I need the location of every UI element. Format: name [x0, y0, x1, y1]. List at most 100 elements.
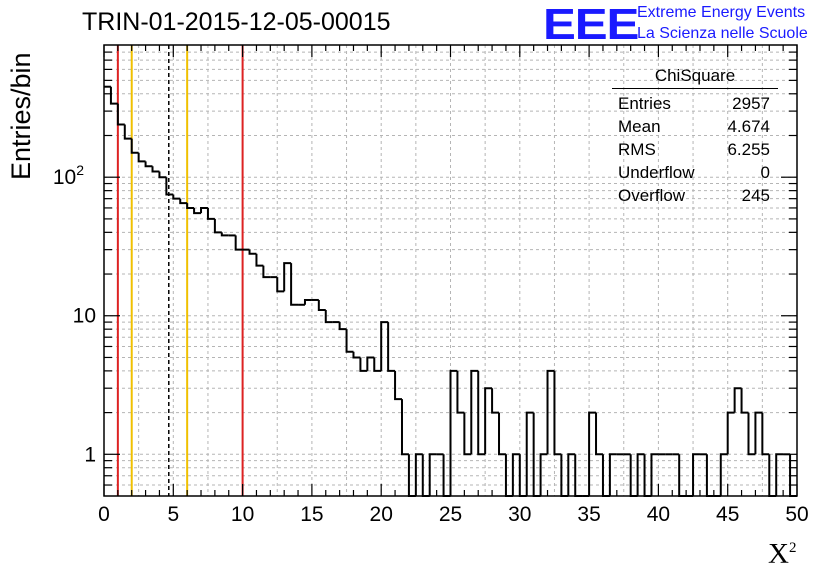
- histogram-bin: [553, 370, 562, 456]
- histogram-bin: [290, 263, 299, 306]
- histogram-bin: [303, 298, 312, 305]
- x-axis-label: Χ2: [768, 538, 796, 571]
- x-tick-label: 15: [300, 503, 323, 526]
- histogram-bin: [400, 399, 409, 456]
- histogram-bin: [186, 203, 195, 209]
- histogram-bin: [414, 453, 423, 496]
- x-tick-label: 5: [167, 503, 179, 526]
- stats-row-rms: RMS 6.255: [612, 138, 778, 161]
- histogram-bin: [726, 411, 735, 455]
- histogram-bin: [123, 124, 132, 140]
- histogram-bin: [477, 370, 486, 456]
- stats-title: ChiSquare: [612, 66, 778, 89]
- y-tick-label: 1: [84, 443, 96, 466]
- x-axis-label-chi: Χ: [768, 538, 789, 570]
- x-tick-label: 45: [716, 503, 739, 526]
- histogram-bin: [491, 388, 500, 414]
- histogram-bin: [172, 194, 181, 200]
- histogram-bin: [262, 265, 271, 279]
- histogram-bin: [692, 453, 700, 496]
- histogram-bin: [144, 161, 153, 168]
- histogram-bin: [116, 103, 125, 126]
- histogram-bin: [366, 356, 375, 371]
- histogram-bin: [456, 370, 465, 414]
- x-tick-label: 0: [98, 503, 110, 526]
- y-axis-label: Entries/bin: [6, 52, 36, 180]
- histogram-bin: [359, 357, 368, 372]
- histogram-bin: [761, 412, 770, 456]
- stats-label: Mean: [618, 117, 661, 136]
- histogram-bin: [373, 357, 382, 372]
- histogram-bin: [567, 453, 576, 496]
- histogram-bin: [463, 412, 472, 456]
- x-tick-label: 40: [647, 503, 670, 526]
- stats-row-mean: Mean 4.674: [612, 115, 778, 138]
- logo-text-line2: La Scienza nelle Scuole: [637, 25, 808, 42]
- histogram-bin: [380, 321, 389, 371]
- y-tick-label-exponent: 2: [76, 162, 84, 178]
- histogram-bin: [130, 138, 139, 154]
- y-tick-label-base: 10: [53, 166, 76, 189]
- histogram-bin: [276, 277, 285, 293]
- histogram-bin: [352, 351, 361, 359]
- stats-value: 6.255: [727, 140, 770, 159]
- histogram-bin: [206, 207, 215, 220]
- histogram-bin: [248, 249, 257, 255]
- histogram-bin: [650, 453, 659, 496]
- histogram-bin: [719, 453, 728, 496]
- histogram-bin: [255, 253, 264, 267]
- histogram-bin: [387, 322, 396, 372]
- histogram-bin: [179, 198, 188, 205]
- x-axis-label-exponent: 2: [788, 540, 797, 556]
- stats-value: 2957: [732, 94, 770, 113]
- stats-label: Overflow: [618, 186, 686, 205]
- histogram-bin: [754, 411, 763, 455]
- histogram-bin: [511, 453, 520, 496]
- histogram-bin: [470, 369, 479, 455]
- histogram-bin: [608, 453, 617, 496]
- histogram-bin: [109, 86, 118, 105]
- histogram-bin: [193, 207, 202, 215]
- histogram-bin: [498, 412, 506, 456]
- histogram-bin: [747, 412, 756, 456]
- histogram-bin: [338, 322, 347, 331]
- histogram-bin: [539, 453, 548, 496]
- y-tick-label: 10: [73, 305, 96, 328]
- stats-row-underflow: Underflow 0: [612, 161, 778, 184]
- x-tick-label: 25: [439, 503, 462, 526]
- x-tick-label: 30: [508, 503, 531, 526]
- stats-label: Underflow: [618, 163, 695, 182]
- x-tick-label: 20: [370, 503, 393, 526]
- histogram-bin: [588, 411, 597, 496]
- histogram-bin: [234, 235, 243, 251]
- histogram-bin: [220, 232, 229, 237]
- histogram-bin: [428, 453, 437, 496]
- histogram-bin: [525, 411, 534, 496]
- stats-box: ChiSquare Entries 2957 Mean 4.674 RMS 6.255…: [612, 66, 778, 207]
- x-tick-label: 50: [785, 503, 808, 526]
- histogram-bin: [740, 388, 749, 414]
- x-tick-label: 35: [577, 503, 600, 526]
- histogram-bin: [283, 262, 292, 292]
- histogram-bin: [137, 152, 146, 163]
- histogram-bin: [158, 171, 167, 179]
- histogram-bin: [317, 299, 326, 312]
- stats-row-entries: Entries 2957: [612, 92, 778, 115]
- x-tick-label: 10: [231, 503, 254, 526]
- histogram-bin: [151, 166, 160, 173]
- histogram-bin: [449, 369, 458, 496]
- histogram-bin: [200, 206, 208, 214]
- logo-text-line1: Extreme Energy Events: [637, 4, 806, 21]
- stats-value: 245: [741, 186, 770, 205]
- histogram-bin: [775, 453, 784, 496]
- histogram-bin: [213, 218, 222, 234]
- histogram-bin: [324, 310, 333, 324]
- stats-value: 4.674: [727, 117, 770, 136]
- histogram-bin: [484, 387, 493, 455]
- stats-value: 0: [760, 163, 770, 182]
- stats-label: RMS: [618, 140, 656, 159]
- eee-logo: EEE: [543, 0, 639, 49]
- histogram-bin: [546, 369, 555, 455]
- histogram-bin: [394, 370, 402, 401]
- histogram-bin: [595, 412, 603, 456]
